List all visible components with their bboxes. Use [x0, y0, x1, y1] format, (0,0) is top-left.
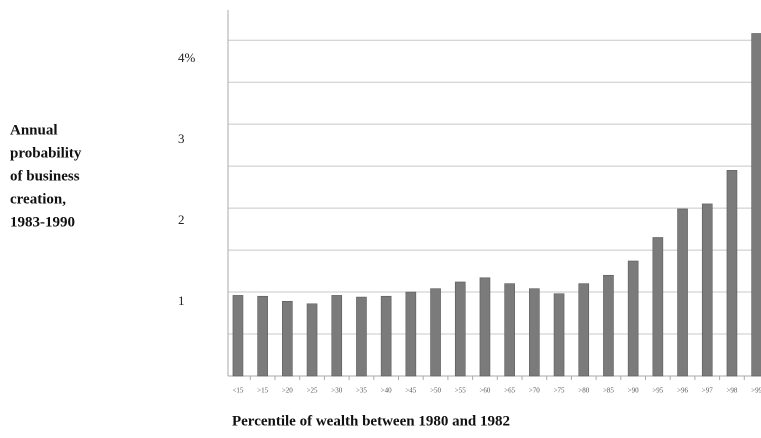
x-tick-label: >40: [381, 387, 392, 395]
x-axis-label: Percentile of wealth between 1980 and 19…: [232, 413, 510, 429]
x-tick-label: >95: [652, 387, 663, 395]
x-tick-label: >97: [702, 387, 713, 395]
x-tick-label: >45: [405, 387, 416, 395]
bar: [529, 288, 540, 377]
bar: [701, 203, 713, 377]
bar: [405, 291, 417, 377]
bar: [677, 208, 688, 377]
x-tick-label: >30: [331, 387, 342, 395]
x-tick-label: >15: [257, 387, 268, 395]
bar: [627, 260, 639, 377]
x-tick-label: <15: [232, 387, 243, 395]
bar: [331, 295, 343, 377]
y-axis-label: 1983-1990: [10, 214, 75, 230]
x-tick-label: >96: [677, 387, 688, 395]
bar: [578, 283, 590, 377]
bar: [356, 296, 367, 377]
bar: [306, 303, 318, 377]
y-axis-label: Annual: [10, 122, 58, 138]
x-tick-label: >25: [307, 387, 318, 395]
x-tick-label: >20: [282, 387, 293, 395]
x-tick-label: >80: [578, 387, 589, 395]
x-tick-label: >60: [479, 387, 490, 395]
x-tick-label: >50: [430, 387, 441, 395]
x-tick-label: >55: [455, 387, 466, 395]
bar: [553, 293, 565, 377]
x-tick-label: >90: [628, 387, 639, 395]
bar: [652, 237, 664, 377]
x-tick-label: >35: [356, 387, 367, 395]
x-tick-label: >75: [554, 387, 565, 395]
x-tick-label: >85: [603, 387, 614, 395]
bar: [603, 274, 614, 377]
bar: [726, 170, 738, 377]
bar: [282, 300, 293, 377]
bar: [257, 295, 268, 377]
y-tick-label: 3: [178, 131, 185, 146]
bar: [380, 295, 392, 377]
y-tick-label: 1: [178, 293, 185, 308]
bar: [504, 283, 515, 377]
y-axis-label: creation,: [10, 191, 66, 207]
x-tick-label: >70: [529, 387, 540, 395]
y-tick-label: 2: [178, 212, 185, 227]
bar: [751, 33, 761, 377]
bar: [454, 281, 466, 377]
x-tick-label: >65: [504, 387, 515, 395]
x-tick-label: >99: [751, 387, 761, 395]
x-tick-label: >98: [726, 387, 737, 395]
y-axis-label: probability: [10, 145, 82, 161]
bar: [232, 295, 244, 377]
y-axis-label: of business: [10, 168, 80, 184]
bar: [479, 277, 491, 377]
y-tick-label: 4%: [178, 50, 196, 65]
bar: [430, 288, 441, 377]
